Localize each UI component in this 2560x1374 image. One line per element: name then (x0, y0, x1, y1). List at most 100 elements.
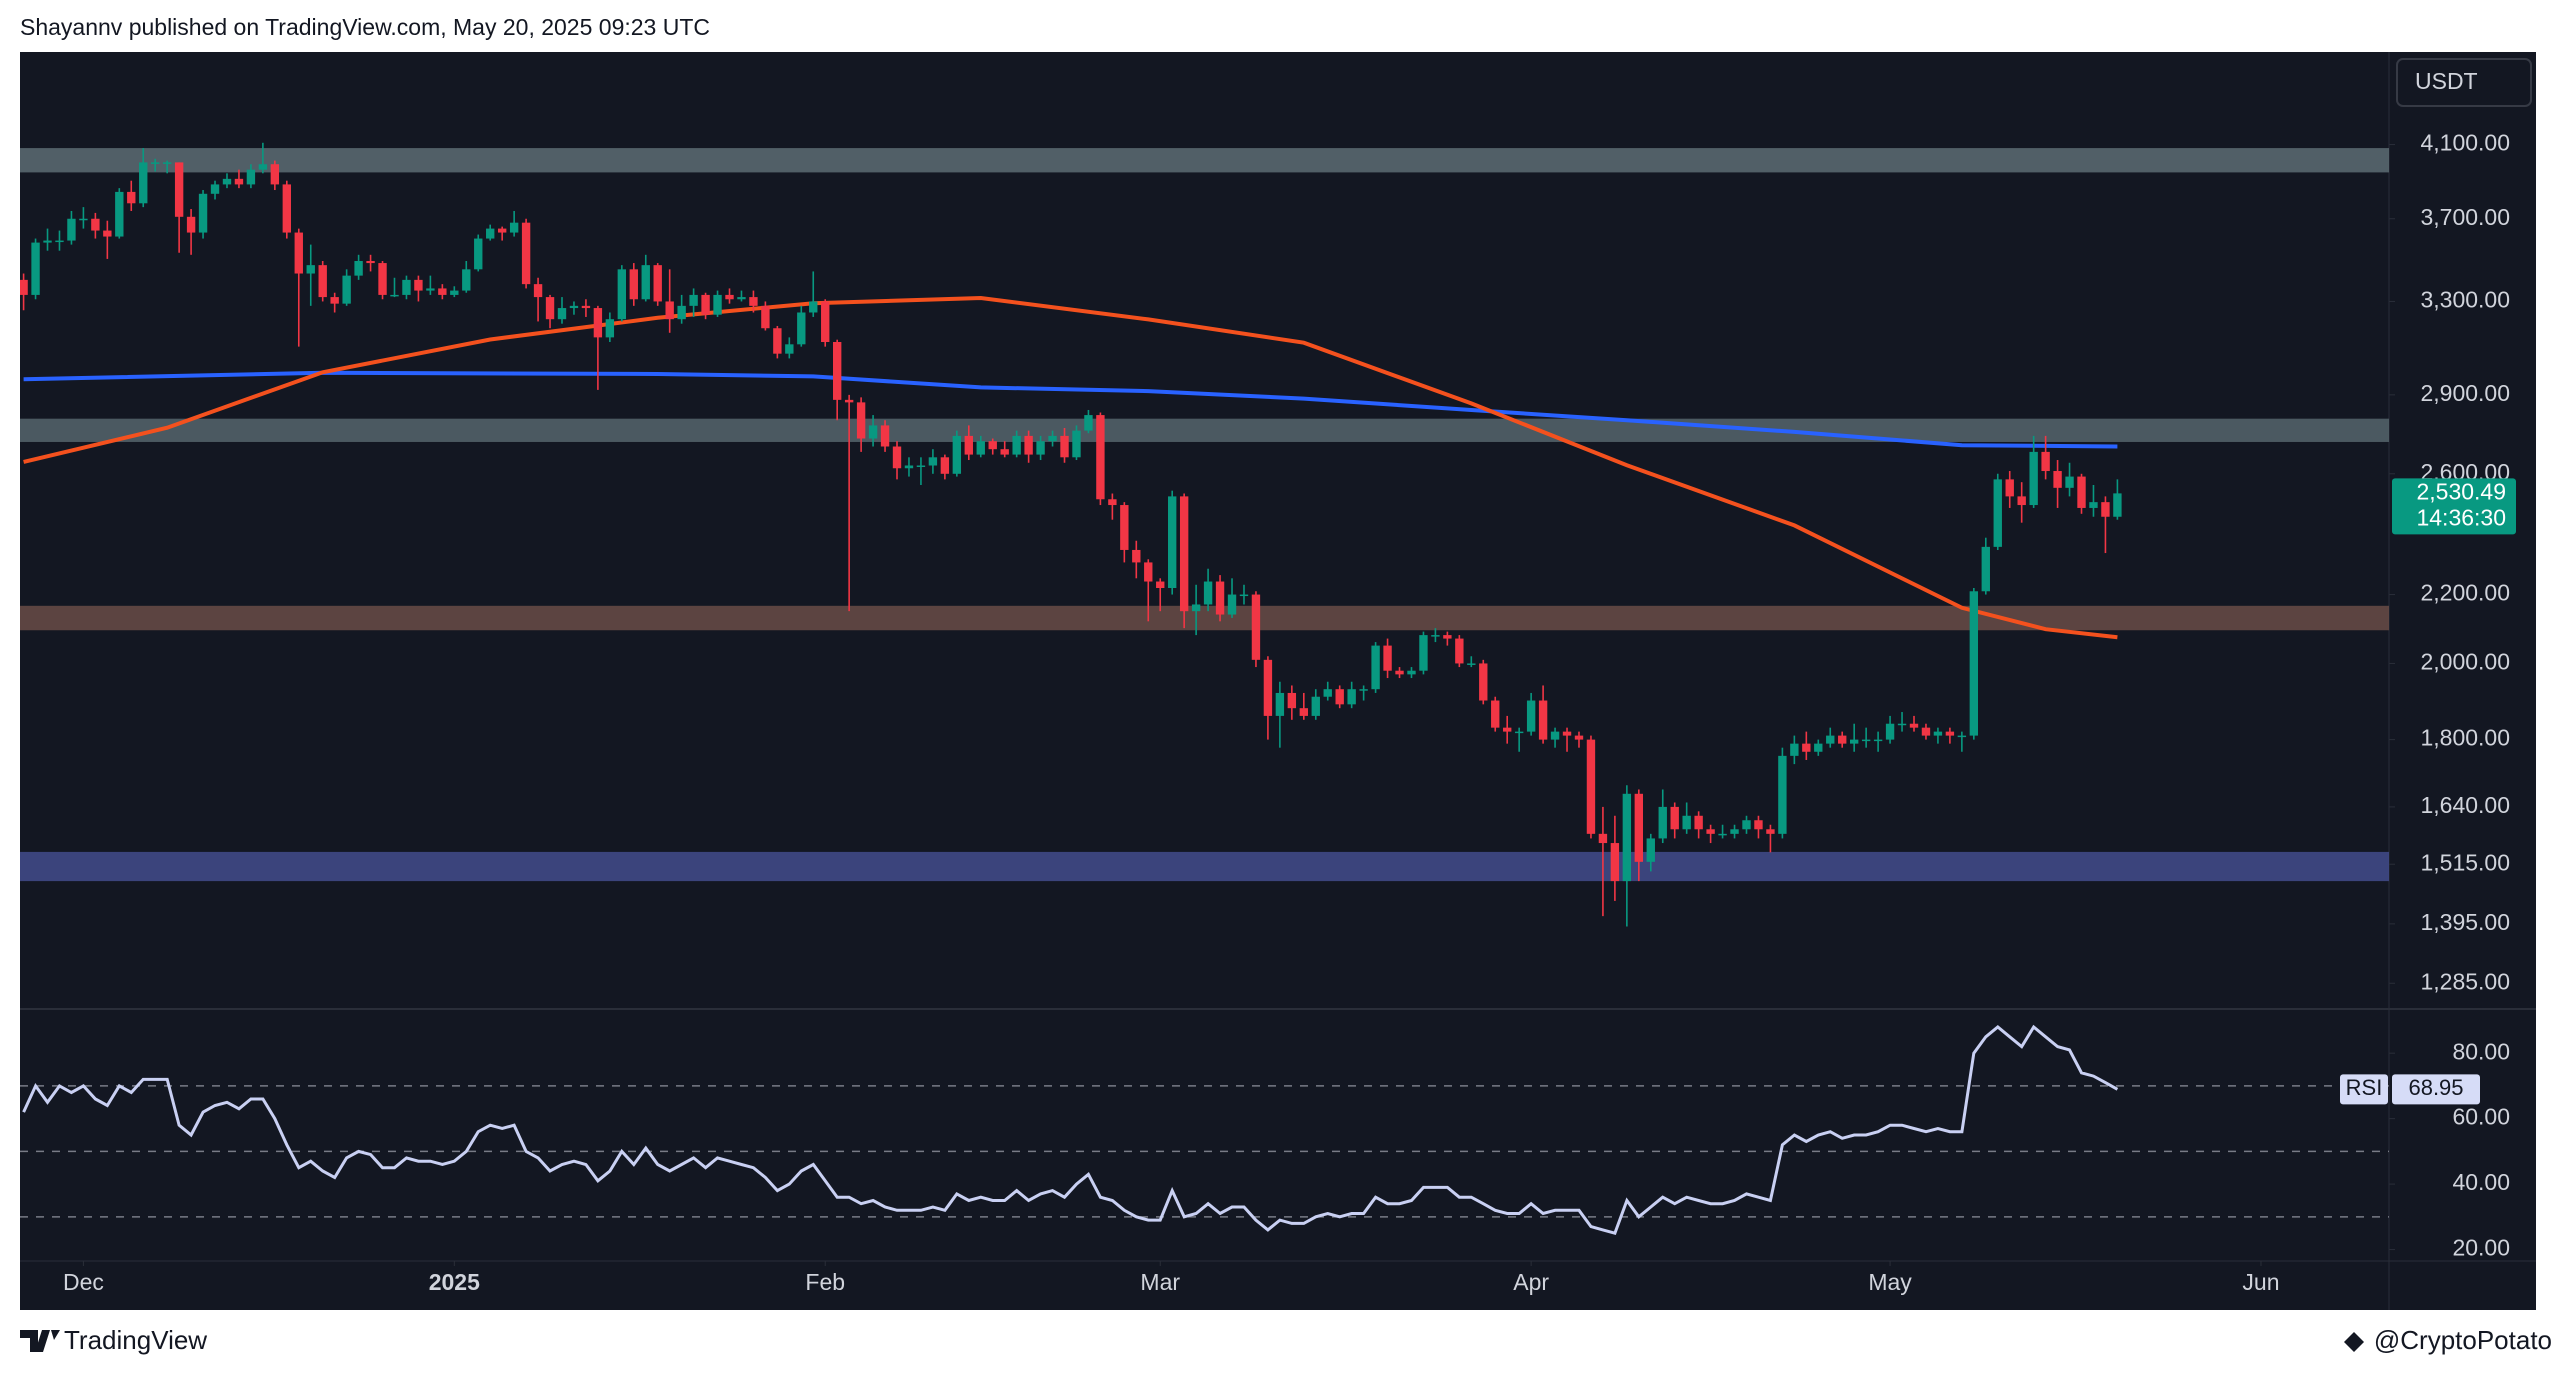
zone (20, 418, 2389, 442)
candle-body (1993, 479, 2002, 547)
candle-body (342, 275, 351, 304)
candle-body (1646, 838, 1655, 862)
candle-body (773, 328, 782, 354)
candle-body (1371, 645, 1380, 690)
candle-body (1945, 731, 1955, 736)
candle-body (1036, 441, 1045, 455)
candle-body (1778, 755, 1787, 834)
candle-body (988, 441, 997, 450)
candle-body (1586, 739, 1596, 834)
candle-body (1514, 731, 1524, 734)
candle-body (1670, 806, 1679, 830)
candle-body (1227, 594, 1237, 615)
candle-body (749, 297, 758, 306)
x-tick-label: 2025 (429, 1269, 480, 1295)
candle-body (1849, 739, 1859, 744)
currency-label: USDT (2415, 68, 2478, 94)
candle-body (1885, 723, 1895, 740)
rsi-value-label: 68.95 (2408, 1075, 2463, 1100)
candle-body (1526, 700, 1536, 732)
candle-body (450, 290, 459, 295)
candle-body (1790, 743, 1799, 756)
candle-body (689, 294, 698, 306)
candle-body (198, 193, 208, 233)
candle-body (1419, 635, 1428, 671)
candle-body (1383, 645, 1392, 671)
x-tick-label: Jun (2242, 1269, 2279, 1295)
candle-body (162, 162, 172, 164)
candle-body (1455, 638, 1464, 664)
candle-body (737, 297, 746, 300)
candle-body (713, 294, 722, 315)
x-tick-label: Dec (63, 1269, 104, 1295)
candle-body (1347, 689, 1356, 705)
candle-body (952, 435, 962, 474)
candle-body (2029, 451, 2038, 506)
candle-body (2053, 471, 2062, 488)
candle-body (725, 294, 734, 300)
candle-body (1969, 591, 1979, 736)
candle-body (1395, 670, 1404, 675)
y-tick-label: 3,300.00 (2420, 287, 2510, 313)
axes: Dec 2025 Feb Mar Apr May Jun 4,100.00 3,700.00 3,… (63, 130, 2516, 1295)
candle-body (1179, 496, 1189, 612)
candle-body (2089, 502, 2098, 508)
candle-body (928, 457, 938, 466)
candle-body (641, 265, 650, 300)
candle-body (282, 184, 291, 233)
candle-body (1156, 581, 1165, 589)
last-price-label: 2,530.49 (2416, 478, 2506, 504)
candle-body (1634, 793, 1644, 862)
candle-body (1251, 594, 1261, 660)
candle-body (318, 265, 327, 298)
candle-body (1000, 449, 1009, 455)
candle-body (1706, 829, 1715, 834)
rsi-line (22, 1024, 2119, 1236)
candle-body (809, 301, 818, 313)
candle-body (1467, 663, 1476, 665)
candle-body (20, 279, 28, 295)
candle-body (402, 279, 411, 295)
candle-body (1921, 727, 1931, 736)
candle-body (605, 319, 615, 338)
candle-body (1215, 581, 1225, 615)
currency-button[interactable] (2396, 58, 2532, 107)
y-tick-label: 60.00 (2452, 1104, 2510, 1130)
candle-body (1239, 594, 1249, 597)
candle-body (1275, 692, 1285, 716)
y-tick-label: 2,200.00 (2420, 580, 2510, 606)
credit: @CryptoPotato (2374, 1325, 2552, 1355)
candle-body (1622, 793, 1632, 882)
zone (20, 851, 2389, 882)
candle-body (1287, 692, 1297, 709)
candle-body (1443, 635, 1452, 639)
candle-body (486, 228, 495, 239)
candle-body (593, 308, 603, 338)
candle-body (545, 297, 555, 320)
candle-body (2017, 496, 2026, 506)
countdown: 14:36:30 (2416, 504, 2506, 530)
candle-body (43, 240, 52, 243)
candle-body (1108, 499, 1117, 506)
candle-body (2005, 479, 2014, 497)
publisher-line: Shayannv published on TradingView.com, M… (20, 14, 710, 40)
candle-body (91, 218, 100, 231)
candle-body (1730, 829, 1739, 834)
candle-body (366, 260, 375, 264)
candle-body (964, 435, 973, 455)
moving-average (23, 370, 2118, 449)
candle-body (617, 269, 627, 320)
candle-body (258, 164, 268, 170)
candle-body (1263, 659, 1273, 716)
candle-body (1909, 723, 1919, 728)
last-price-box (2392, 478, 2516, 535)
candle-body (151, 162, 160, 164)
candle-body (1981, 546, 1990, 592)
candle-body (1802, 743, 1811, 752)
candle-body (1550, 731, 1560, 740)
x-tick-label: Apr (1513, 1269, 1549, 1295)
candle-body (210, 184, 220, 194)
rsi-name-box (2340, 1074, 2388, 1105)
moving-average (23, 295, 2118, 640)
